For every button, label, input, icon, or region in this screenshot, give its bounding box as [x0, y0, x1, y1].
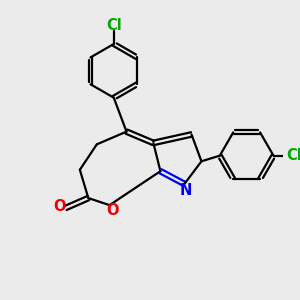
Text: O: O — [53, 199, 66, 214]
Text: Cl: Cl — [286, 148, 300, 163]
Text: N: N — [180, 183, 192, 198]
Text: O: O — [107, 203, 119, 218]
Text: Cl: Cl — [106, 17, 122, 32]
